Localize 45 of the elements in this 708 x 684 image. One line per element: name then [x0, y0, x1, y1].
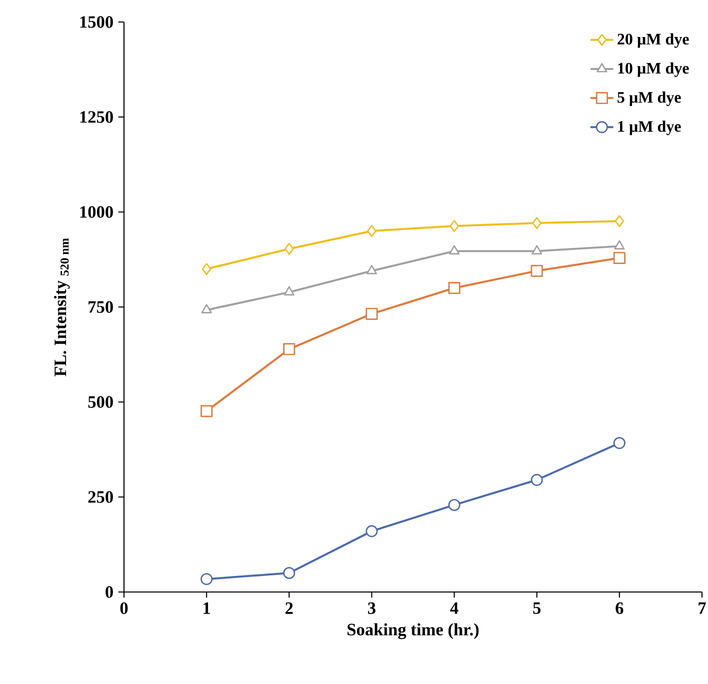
point: [201, 304, 212, 314]
y-tick-label: 250: [88, 491, 113, 503]
point: [283, 566, 296, 579]
point: [448, 282, 460, 294]
point: [284, 242, 294, 255]
point: [448, 498, 460, 511]
y-tick-label: 500: [88, 396, 113, 408]
point: [367, 224, 376, 237]
point: [614, 240, 625, 250]
point: [366, 264, 377, 274]
legend-label: 1 µM dye: [618, 120, 681, 136]
legend-label: 10 µM dye: [618, 62, 689, 77]
point: [200, 405, 213, 418]
y-tick-label: 750: [88, 301, 113, 313]
y-axis-title: FL. Intensity $_{520 nm}$: [54, 238, 70, 376]
point: [366, 308, 378, 320]
x-tick-label: 7: [698, 602, 706, 614]
x-tick-label: 2: [286, 602, 293, 614]
point: [613, 437, 626, 450]
point: [366, 525, 378, 538]
x-tick-label: 3: [368, 602, 376, 614]
point: [284, 286, 294, 296]
point: [532, 245, 542, 254]
y-tick-label: 1500: [80, 16, 113, 28]
y-tick-label: 0: [106, 586, 113, 598]
point: [283, 343, 296, 356]
x-tick-label: 6: [616, 602, 624, 614]
legend-label: 20 µM dye: [618, 33, 689, 48]
point: [450, 220, 459, 232]
point: [200, 573, 213, 586]
y-tick-label: 1000: [80, 206, 113, 218]
point: [530, 474, 543, 486]
point: [530, 264, 543, 277]
point: [532, 217, 542, 230]
x-tick-label: 4: [450, 602, 458, 614]
point: [614, 215, 624, 228]
legend-label: 5 µM dye: [618, 91, 681, 106]
point: [613, 252, 626, 264]
x-tick-label: 5: [533, 602, 541, 614]
x-tick-label: 1: [204, 602, 210, 614]
point: [448, 245, 460, 254]
y-tick-label: 1250: [80, 111, 113, 123]
point: [202, 262, 212, 275]
x-axis-title: Soaking time (hr.): [348, 623, 479, 640]
x-tick-label: 0: [120, 602, 128, 614]
